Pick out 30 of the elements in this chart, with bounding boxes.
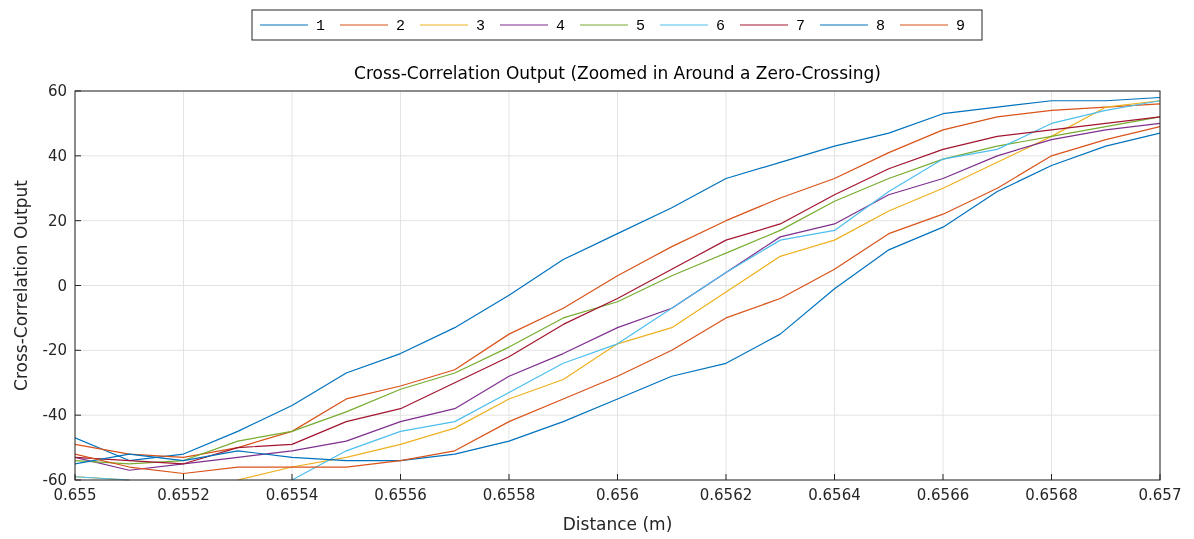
x-tick-label: 0.6568 [1025, 486, 1078, 504]
y-tick-label: 40 [47, 146, 67, 165]
x-tick-label: 0.657 [1138, 486, 1182, 504]
y-tick-label: -40 [42, 406, 67, 425]
y-axis-title: Cross-Correlation Output [11, 179, 31, 391]
x-tick-label: 0.6556 [374, 486, 427, 504]
x-tick-label: 0.6558 [482, 486, 536, 504]
x-tick-label: 0.6566 [916, 486, 970, 504]
legend-label: 9 [956, 18, 966, 35]
x-tick-label: 0.655 [53, 486, 97, 504]
x-tick-label: 0.656 [596, 486, 639, 504]
legend-label: 1 [316, 18, 326, 35]
chart-title: Cross-Correlation Output (Zoomed in Around a Zero-Crossing) [354, 63, 881, 83]
y-tick-label: 0 [57, 276, 67, 295]
legend-label: 8 [876, 18, 886, 35]
legend-label: 5 [636, 18, 646, 35]
legend-label: 6 [716, 18, 726, 35]
legend-label: 4 [556, 18, 566, 35]
y-tick-label: -60 [42, 471, 67, 489]
legend-label: 7 [796, 18, 806, 35]
y-tick-label: 20 [47, 211, 67, 230]
y-tick-label: -20 [42, 341, 67, 360]
x-tick-label: 0.6564 [808, 486, 861, 504]
x-axis-title: Distance (m) [562, 514, 673, 534]
legend-label: 2 [396, 18, 406, 35]
x-tick-label: 0.6554 [265, 486, 319, 504]
x-tick-label: 0.6552 [157, 486, 210, 504]
legend-label: 3 [476, 18, 486, 35]
x-tick-label: 0.6562 [699, 486, 753, 504]
y-tick-label: 60 [47, 82, 67, 100]
